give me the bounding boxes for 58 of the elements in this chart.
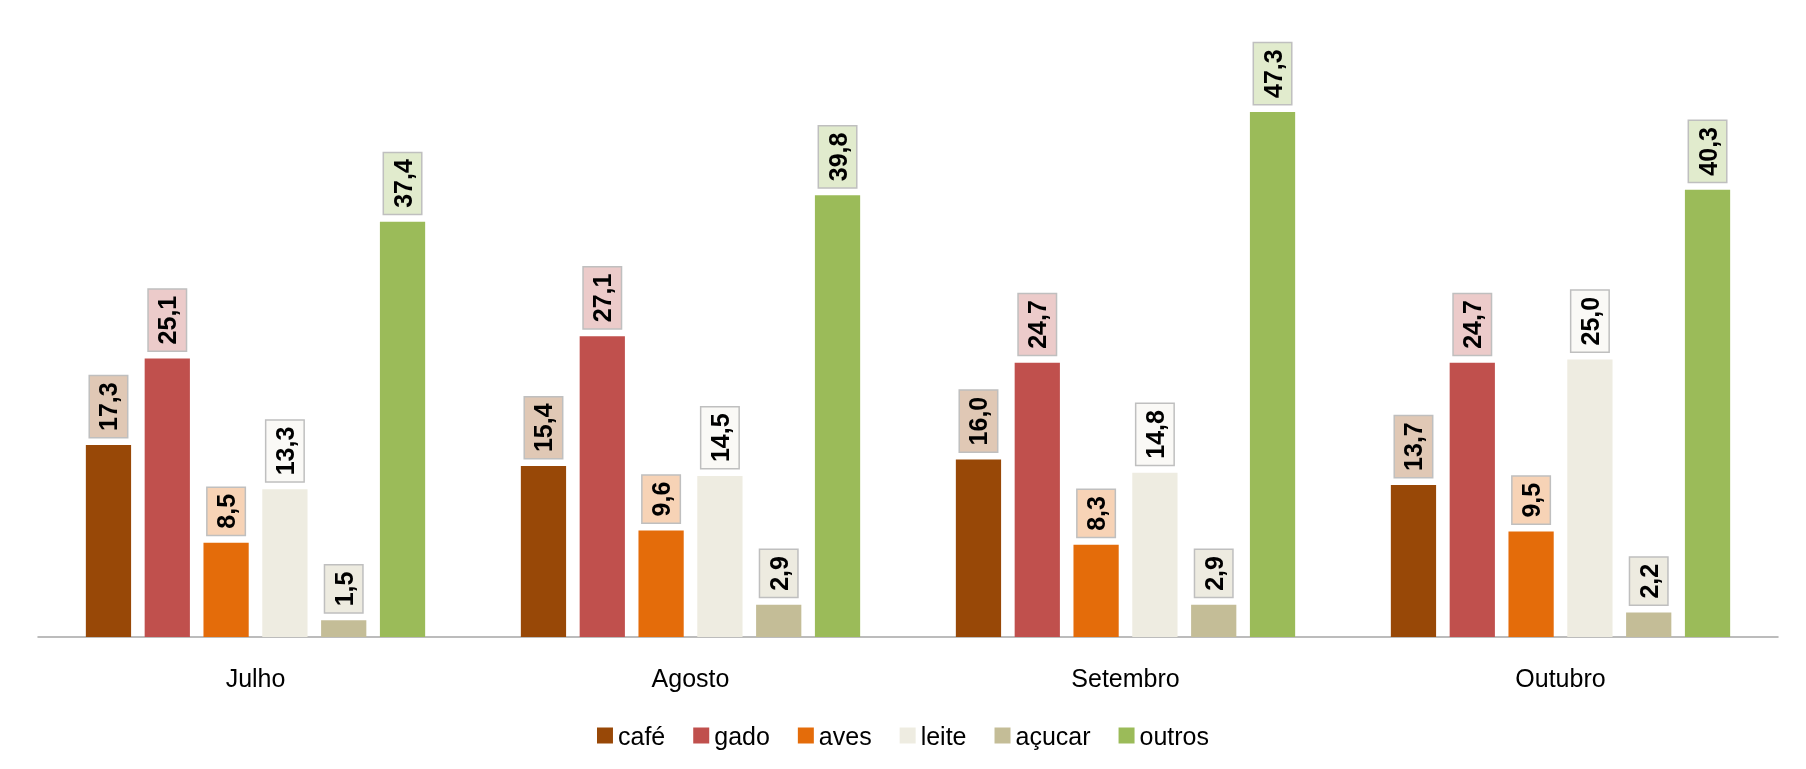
data-label: 2,9: [764, 556, 793, 591]
bar: [1390, 484, 1437, 637]
bar: [1684, 189, 1731, 637]
data-label: 9,5: [1517, 482, 1546, 518]
bar: [697, 476, 743, 637]
data-label: 9,6: [647, 481, 676, 517]
data-label: 25,1: [153, 295, 182, 345]
data-label: 17,3: [94, 382, 123, 431]
bar: [955, 459, 1002, 637]
bar: [756, 604, 802, 637]
data-label: 2,2: [1634, 563, 1663, 599]
data-label: 15,4: [529, 403, 558, 453]
data-label: 8,3: [1082, 496, 1111, 531]
legend-label: outros: [1139, 721, 1210, 750]
bar: [579, 336, 625, 637]
bar: [85, 444, 132, 637]
data-label: 1,5: [329, 571, 358, 607]
bar: [1249, 111, 1296, 637]
bar: [1626, 612, 1672, 637]
bar: [321, 620, 367, 637]
data-label: 13,7: [1399, 422, 1428, 471]
data-label: 13,3: [270, 426, 299, 476]
bar: [203, 542, 249, 637]
bar: [814, 195, 861, 637]
data-label: 25,0: [1575, 296, 1604, 346]
bar: [1132, 472, 1178, 637]
data-label: 16,0: [964, 396, 993, 446]
bar: [1191, 604, 1237, 637]
legend-label: café: [617, 721, 666, 750]
data-label: 14,5: [705, 413, 734, 463]
data-label: 40,3: [1693, 127, 1722, 176]
x-tick-label: Julho: [225, 663, 286, 692]
bar: [1567, 359, 1613, 637]
data-label: 2,9: [1199, 556, 1228, 591]
bar: [520, 466, 567, 637]
data-label: 8,5: [212, 493, 241, 529]
bar: [638, 530, 684, 637]
data-label: 14,8: [1140, 409, 1169, 459]
bar: [1449, 362, 1495, 637]
data-label: 37,4: [388, 159, 417, 208]
legend-label: gado: [714, 721, 770, 750]
bar: [1014, 362, 1060, 637]
bar: [379, 221, 426, 637]
data-label: 47,3: [1258, 49, 1287, 98]
bar: [1073, 544, 1119, 637]
x-tick-label: Agosto: [651, 663, 730, 692]
legend-label: aves: [818, 721, 872, 750]
data-label: 24,7: [1023, 300, 1052, 349]
data-label: 24,7: [1458, 300, 1487, 349]
bar: [1508, 531, 1554, 637]
data-label: 27,1: [588, 273, 617, 323]
x-tick-label: Setembro: [1071, 663, 1180, 692]
bar: [262, 489, 308, 637]
x-tick-label: Outubro: [1515, 663, 1606, 692]
data-label: 39,8: [823, 132, 852, 182]
bar: [144, 358, 190, 637]
legend-label: leite: [920, 721, 967, 750]
legend-label: açucar: [1015, 721, 1091, 750]
